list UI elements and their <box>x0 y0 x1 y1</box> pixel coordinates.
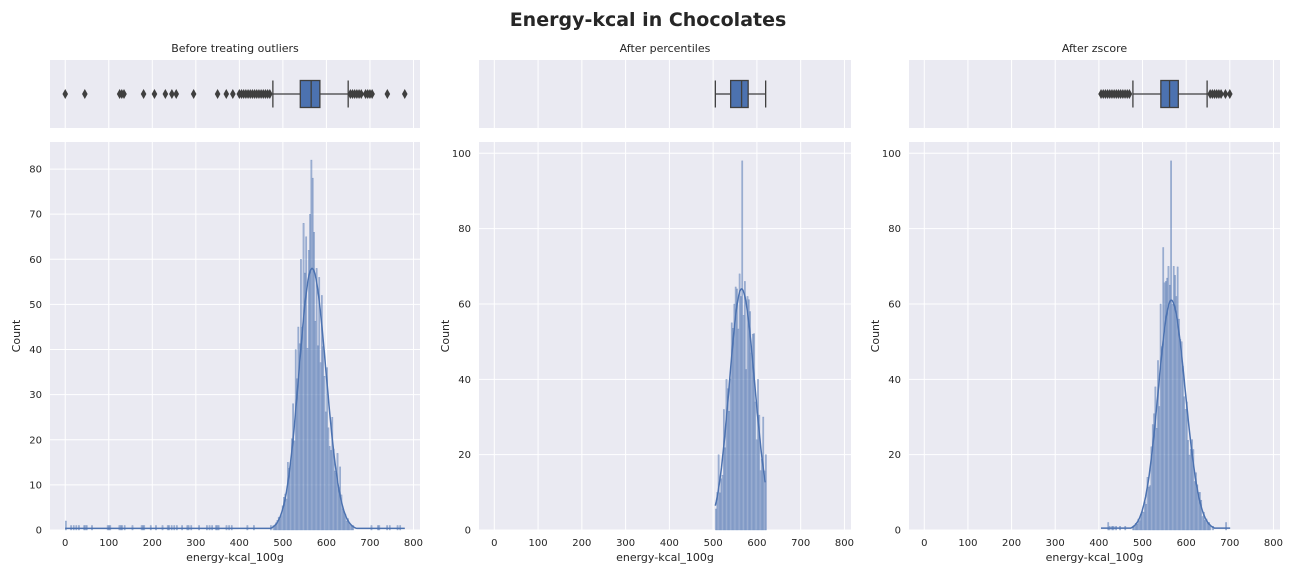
y-tick-label: 60 <box>458 299 471 310</box>
outlier-marker <box>151 89 158 99</box>
x-tick-label: 200 <box>143 538 162 549</box>
outlier-marker <box>173 89 180 99</box>
hist-background <box>909 142 1280 530</box>
outlier-marker <box>190 89 197 99</box>
outlier-marker <box>223 89 230 99</box>
outlier-marker <box>82 89 88 99</box>
hist-bar <box>65 520 67 531</box>
outlier-marker <box>121 89 127 99</box>
y-tick-label: 0 <box>36 526 42 537</box>
x-tick-label: 800 <box>1264 538 1283 549</box>
hist-bar <box>1225 522 1227 531</box>
y-tick-label: 0 <box>465 526 471 537</box>
outlier-marker <box>1126 89 1133 99</box>
x-tick-label: 700 <box>360 538 379 549</box>
x-tick-label: 700 <box>791 538 810 549</box>
y-axis-label: Count <box>439 319 452 352</box>
x-tick-label: 500 <box>273 538 292 549</box>
hist-bar <box>1200 499 1203 531</box>
y-tick-label: 20 <box>29 435 42 446</box>
x-tick-label: 600 <box>317 538 336 549</box>
outlier-marker <box>1222 89 1229 99</box>
y-tick-label: 20 <box>888 450 901 461</box>
y-tick-label: 70 <box>29 210 42 221</box>
y-tick-label: 40 <box>888 375 901 386</box>
hist-bar <box>765 454 767 531</box>
x-tick-label: 600 <box>1177 538 1196 549</box>
x-tick-label: 800 <box>404 538 423 549</box>
y-tick-label: 100 <box>452 149 471 160</box>
kde-curve <box>714 288 766 506</box>
x-tick-label: 0 <box>491 538 497 549</box>
outlier-marker <box>140 89 147 99</box>
y-tick-label: 60 <box>29 255 42 266</box>
panel-title: Before treating outliers <box>171 42 299 55</box>
iqr-box <box>299 79 321 109</box>
y-tick-label: 20 <box>458 450 471 461</box>
panel-title: After zscore <box>1062 42 1127 55</box>
x-tick-label: 100 <box>99 538 118 549</box>
x-tick-label: 100 <box>958 538 977 549</box>
x-axis-label: energy-kcal_100g <box>616 551 714 564</box>
iqr-box <box>729 79 749 109</box>
x-tick-label: 300 <box>186 538 205 549</box>
x-axis-label: energy-kcal_100g <box>186 551 284 564</box>
x-tick-label: 700 <box>1220 538 1239 549</box>
outlier-marker <box>401 89 408 99</box>
x-tick-label: 200 <box>1002 538 1021 549</box>
y-tick-label: 80 <box>29 165 42 176</box>
kde-curve <box>65 267 405 530</box>
y-tick-label: 0 <box>895 526 901 537</box>
outlier-marker <box>1227 89 1233 99</box>
y-tick-label: 10 <box>29 480 42 491</box>
outlier-marker <box>230 89 236 99</box>
kde-curve <box>1101 299 1231 529</box>
x-tick-label: 100 <box>529 538 548 549</box>
hist-background <box>50 142 420 530</box>
x-tick-label: 400 <box>230 538 249 549</box>
boxplot-background <box>479 60 851 128</box>
y-tick-label: 80 <box>458 224 471 235</box>
y-tick-label: 60 <box>888 299 901 310</box>
outlier-marker <box>369 89 375 99</box>
outlier-marker <box>169 89 175 99</box>
x-tick-label: 300 <box>616 538 635 549</box>
y-tick-label: 40 <box>458 375 471 386</box>
x-tick-label: 600 <box>747 538 766 549</box>
x-tick-label: 500 <box>1133 538 1152 549</box>
y-axis-label: Count <box>869 319 882 352</box>
y-tick-label: 30 <box>29 390 42 401</box>
figure-title: Energy-kcal in Chocolates <box>510 9 787 31</box>
outlier-marker <box>214 89 221 99</box>
x-tick-label: 400 <box>660 538 679 549</box>
x-tick-label: 200 <box>572 538 591 549</box>
outlier-marker <box>384 89 391 99</box>
y-tick-label: 50 <box>29 300 42 311</box>
panel-3: After zscore 0 100 200 300 400 500 600 700 800 0 20… <box>869 42 1283 564</box>
x-tick-label: 400 <box>1089 538 1108 549</box>
x-tick-label: 0 <box>62 538 68 549</box>
panel-title: After percentiles <box>620 42 711 55</box>
x-tick-label: 300 <box>1046 538 1065 549</box>
y-tick-label: 80 <box>888 224 901 235</box>
x-tick-label: 0 <box>921 538 927 549</box>
outlier-marker <box>267 89 273 99</box>
x-tick-label: 500 <box>704 538 723 549</box>
y-axis-label: Count <box>10 319 23 352</box>
outlier-marker <box>62 89 69 99</box>
x-axis-label: energy-kcal_100g <box>1046 551 1144 564</box>
hist-background <box>479 142 851 530</box>
y-tick-label: 100 <box>882 149 901 160</box>
outlier-marker <box>1218 89 1224 99</box>
outlier-marker <box>358 89 365 99</box>
outlier-marker <box>162 89 169 99</box>
x-tick-label: 800 <box>835 538 854 549</box>
y-tick-label: 40 <box>29 345 42 356</box>
